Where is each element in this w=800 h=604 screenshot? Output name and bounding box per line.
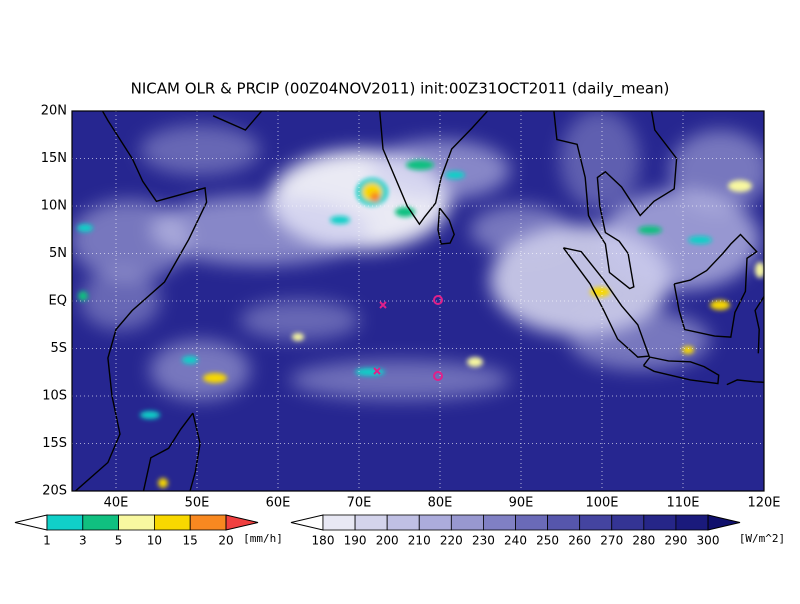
colorbar-unit: [W/m^2] [739, 532, 785, 545]
colorbar-label: 300 [697, 534, 720, 548]
lat-label: 10N [41, 199, 67, 214]
lat-label: 5S [50, 341, 67, 356]
colorbar-label: 260 [568, 534, 591, 548]
precip-colorbar: 1 3 5 10 15 20 [mm/h] [14, 514, 283, 548]
coastline [726, 379, 764, 386]
colorbar-box [643, 514, 677, 531]
lon-label: 70E [347, 496, 372, 511]
colorbar-label: 10 [147, 534, 162, 548]
colorbar-box [46, 514, 84, 531]
lon-label: 120E [747, 496, 780, 511]
coastlines [74, 111, 764, 491]
colorbar-under [290, 514, 324, 531]
colorbar-box [547, 514, 581, 531]
lon-label: 40E [104, 496, 129, 511]
lon-label: 80E [428, 496, 453, 511]
colorbar-over [707, 514, 741, 531]
colorbar-box [579, 514, 613, 531]
storm-markers [373, 295, 443, 381]
axis-labels: 20N 15N 10N 5N EQ 5S 10S 15S 20S 40E 50E 60E 70E 80E 9… [41, 104, 781, 511]
colorbar-box [611, 514, 645, 531]
colorbar-label: 250 [536, 534, 559, 548]
colorbar-box [515, 514, 548, 531]
coastline [642, 356, 720, 385]
colorbar-box [483, 514, 516, 531]
colorbar-box [450, 514, 484, 531]
coastline [754, 295, 764, 354]
lon-label: 110E [666, 496, 699, 511]
lat-label: 15N [41, 151, 67, 166]
colorbar-label: 210 [408, 534, 431, 548]
colorbar-box [118, 514, 155, 531]
lon-label: 100E [585, 496, 618, 511]
graticule [72, 111, 764, 491]
colorbar-label: 5 [115, 534, 123, 548]
colorbar-over [225, 514, 259, 531]
lon-label: 60E [266, 496, 291, 511]
colorbar-unit: [mm/h] [243, 532, 283, 545]
colorbar-box [189, 514, 227, 531]
map-title: NICAM OLR & PRCIP (00Z04NOV2011) init:00… [131, 80, 670, 99]
coastline [379, 111, 489, 226]
colorbar-under [14, 514, 48, 531]
colorbar-box [675, 514, 709, 531]
lon-label: 90E [509, 496, 534, 511]
colorbar-box [82, 514, 120, 531]
colorbar-box [153, 514, 191, 531]
colorbar-label: 290 [664, 534, 687, 548]
colorbar-label: 15 [183, 534, 198, 548]
colorbar-label: 220 [440, 534, 463, 548]
lat-label: EQ [49, 294, 67, 309]
colorbar-label: 200 [376, 534, 399, 548]
coastline [673, 233, 758, 338]
coastline [553, 111, 678, 290]
colorbar-label: 3 [79, 534, 87, 548]
colorbar-label: 180 [312, 534, 335, 548]
coastline [142, 412, 201, 491]
colorbar-label: 240 [504, 534, 527, 548]
coastline [212, 111, 263, 131]
colorbar-label: 230 [472, 534, 495, 548]
lat-label: 5N [49, 246, 67, 261]
lat-label: 20S [42, 484, 67, 499]
coastline [437, 207, 455, 245]
colorbar-label: 190 [344, 534, 367, 548]
coastline [562, 247, 651, 358]
colorbar-box [418, 514, 452, 531]
map-frame [71, 110, 765, 492]
lon-label: 50E [185, 496, 210, 511]
olr-colorbar: 180 190 200 210 220 230 240 250 260 270 280 290 300 [… [290, 514, 785, 548]
lat-label: 15S [42, 436, 67, 451]
lat-label: 10S [42, 389, 67, 404]
colorbar-box [354, 514, 388, 531]
map-area [72, 111, 764, 491]
colorbar-label: 280 [632, 534, 655, 548]
colorbar-label: 270 [600, 534, 623, 548]
colorbar-label: 20 [218, 534, 233, 548]
colorbar-box [386, 514, 420, 531]
colorbar-box [322, 514, 356, 531]
colorbar-label: 1 [43, 534, 51, 548]
lat-label: 20N [41, 104, 67, 119]
